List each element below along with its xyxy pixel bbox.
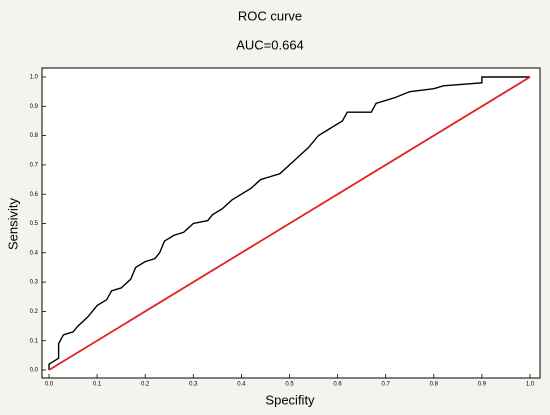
y-tick-label: 0.5 [30,221,39,227]
x-tick-label: 0.4 [237,382,246,388]
y-tick-label: 0.2 [30,309,39,315]
y-tick-label: 0.1 [30,338,39,344]
x-tick-label: 0.1 [93,382,102,388]
x-tick-label: 0.9 [478,382,487,388]
chart-subtitle: AUC=0.664 [236,37,304,52]
y-tick-label: 0.8 [30,133,39,139]
chart-title: ROC curve [238,8,302,23]
y-tick-label: 0.7 [30,162,39,168]
x-tick-label: 0.3 [189,382,198,388]
y-tick-label: 0.0 [30,368,39,374]
y-axis-label: Sensivity [5,197,20,250]
x-tick-label: 0.5 [285,382,294,388]
y-tick-label: 0.4 [30,250,39,256]
x-tick-label: 0.2 [141,382,150,388]
x-tick-label: 0.0 [45,382,54,388]
x-tick-label: 0.8 [430,382,439,388]
line-series [48,76,530,370]
x-tick-label: 1.0 [526,382,535,388]
y-tick-label: 0.6 [30,192,39,198]
x-tick-label: 0.6 [333,382,342,388]
y-tick-label: 0.3 [30,280,39,286]
x-tick-label: 0.7 [382,382,391,388]
y-tick-label: 0.9 [30,104,39,110]
y-tick-label: 1.0 [30,75,39,81]
line-series [48,76,531,371]
x-axis-label: Specifity [265,392,315,407]
